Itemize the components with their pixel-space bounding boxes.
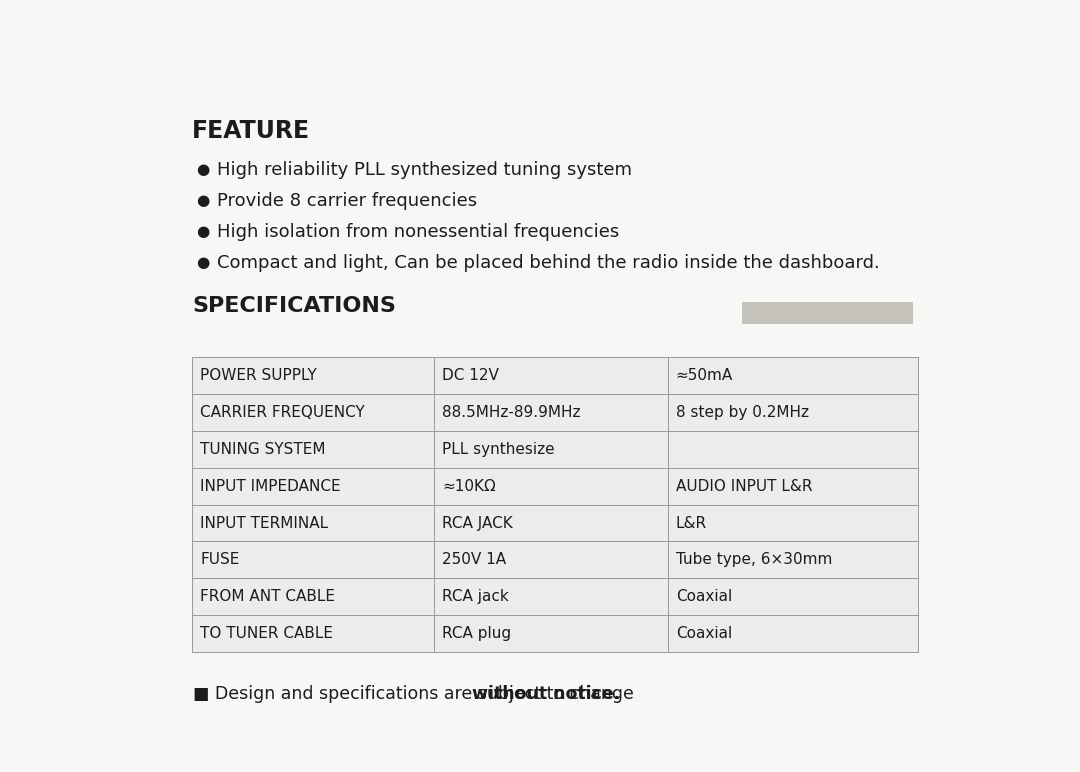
Text: 8 step by 0.2MHz: 8 step by 0.2MHz xyxy=(676,405,809,420)
Text: AUDIO INPUT L&R: AUDIO INPUT L&R xyxy=(676,479,812,493)
Text: RCA plug: RCA plug xyxy=(442,626,511,641)
Text: CARRIER FREQUENCY: CARRIER FREQUENCY xyxy=(200,405,365,420)
Text: ●: ● xyxy=(197,256,210,270)
Text: L&R: L&R xyxy=(676,516,707,530)
Text: TO TUNER CABLE: TO TUNER CABLE xyxy=(200,626,334,641)
Text: 250V 1A: 250V 1A xyxy=(442,553,507,567)
Text: 88.5MHz-89.9MHz: 88.5MHz-89.9MHz xyxy=(442,405,581,420)
Text: ●: ● xyxy=(197,193,210,208)
Text: FROM ANT CABLE: FROM ANT CABLE xyxy=(200,589,335,604)
Text: DC 12V: DC 12V xyxy=(442,368,499,383)
Text: FEATURE: FEATURE xyxy=(192,120,310,144)
Text: High reliability PLL synthesized tuning system: High reliability PLL synthesized tuning … xyxy=(217,161,632,179)
Text: ●: ● xyxy=(197,224,210,239)
Text: Provide 8 carrier frequencies: Provide 8 carrier frequencies xyxy=(217,191,477,210)
Text: Coaxial: Coaxial xyxy=(676,626,732,641)
Bar xyxy=(192,357,918,652)
Text: ■ Design and specifications are subject to change: ■ Design and specifications are subject … xyxy=(192,685,639,703)
Text: ●: ● xyxy=(197,162,210,178)
Text: RCA JACK: RCA JACK xyxy=(442,516,513,530)
Bar xyxy=(742,302,914,324)
Text: FUSE: FUSE xyxy=(200,553,240,567)
Text: Compact and light, Can be placed behind the radio inside the dashboard.: Compact and light, Can be placed behind … xyxy=(217,254,880,272)
Text: High isolation from nonessential frequencies: High isolation from nonessential frequen… xyxy=(217,223,619,241)
Text: SPECIFICATIONS: SPECIFICATIONS xyxy=(192,296,395,316)
Text: without notice.: without notice. xyxy=(472,685,620,703)
Text: INPUT TERMINAL: INPUT TERMINAL xyxy=(200,516,328,530)
Text: RCA jack: RCA jack xyxy=(442,589,509,604)
Text: Tube type, 6×30mm: Tube type, 6×30mm xyxy=(676,553,833,567)
Text: INPUT IMPEDANCE: INPUT IMPEDANCE xyxy=(200,479,341,493)
Text: ≈10KΩ: ≈10KΩ xyxy=(442,479,496,493)
Text: POWER SUPPLY: POWER SUPPLY xyxy=(200,368,318,383)
Text: ≈50mA: ≈50mA xyxy=(676,368,733,383)
Text: Coaxial: Coaxial xyxy=(676,589,732,604)
Text: TUNING SYSTEM: TUNING SYSTEM xyxy=(200,442,326,457)
Text: PLL synthesize: PLL synthesize xyxy=(442,442,555,457)
